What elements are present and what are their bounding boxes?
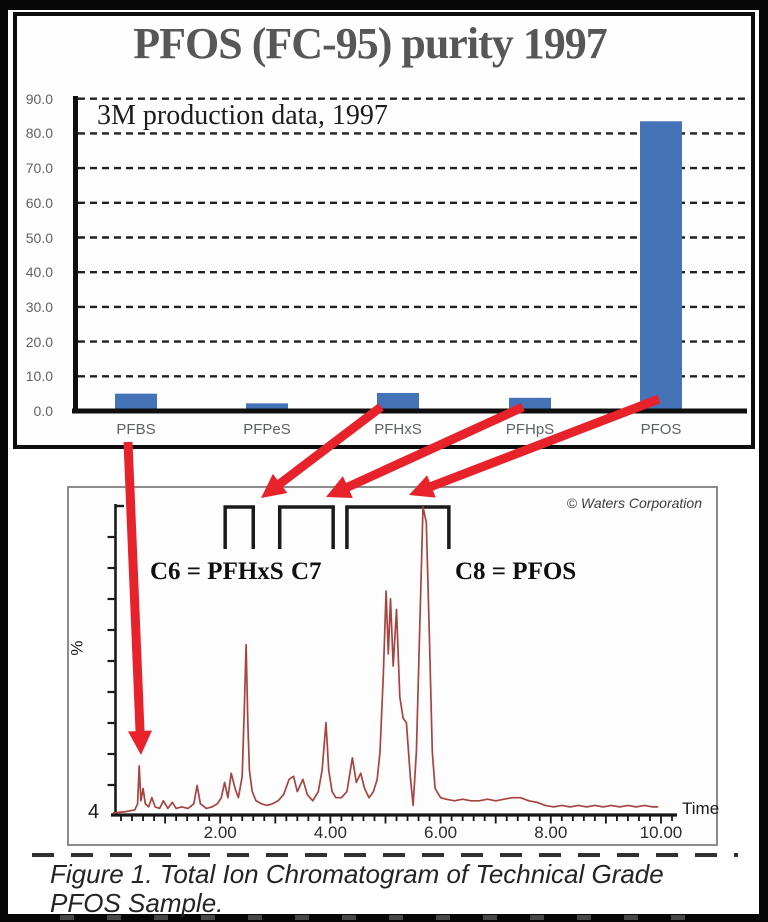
chromatogram-y-origin-label: 4: [88, 801, 100, 823]
category-label: PFHxS: [374, 421, 422, 438]
y-tick-label: 90.0: [25, 90, 53, 107]
y-tick-label: 40.0: [25, 264, 53, 281]
bracket-label-c8-pfos: C8 = PFOS: [455, 558, 577, 585]
bar-chart-panel: [13, 12, 755, 449]
category-label: PFOS: [640, 421, 682, 438]
y-tick-label: 80.0: [25, 125, 53, 142]
frame-edge-right: [759, 0, 768, 922]
bracket-label-c7: C7: [291, 558, 322, 585]
chromatogram-x-axis-label: Time: [682, 799, 720, 818]
waters-copyright: © Waters Corporation: [566, 495, 702, 511]
frame-edge-left: [0, 0, 8, 922]
bracket-label-c6-pfhxs: C6 = PFHxS: [150, 558, 284, 585]
category-label: PFPeS: [243, 421, 291, 438]
scan-artifact-dashes: [32, 853, 738, 857]
figure-caption: Figure 1. Total Ion Chromatogram of Tech…: [50, 859, 664, 918]
x-tick-label: 10.00: [639, 823, 683, 842]
bar-chart-title: PFOS (FC-95) purity 1997: [133, 19, 607, 68]
y-tick-label: 60.0: [25, 194, 53, 211]
y-tick-label: 50.0: [25, 229, 53, 246]
x-tick-label: 6.00: [424, 823, 458, 842]
y-tick-label: 0.0: [33, 403, 53, 419]
y-tick-label: 30.0: [25, 298, 53, 315]
y-tick-label: 10.0: [25, 368, 53, 385]
x-tick-label: 8.00: [534, 823, 568, 842]
category-label: PFHpS: [505, 421, 555, 438]
scan-artifact-bottom-marks: [60, 915, 710, 920]
y-tick-label: 70.0: [25, 160, 53, 177]
category-label: PFBS: [116, 421, 156, 438]
frame-edge-bottom: [0, 914, 768, 922]
chromatogram-y-axis-label: %: [67, 640, 87, 656]
bar-chart-annotation: 3M production data, 1997: [97, 100, 388, 131]
frame-edge-top: [0, 0, 768, 10]
chromatogram-panel: [67, 486, 718, 846]
y-tick-label: 20.0: [25, 333, 53, 350]
x-tick-label: 2.00: [203, 823, 237, 842]
x-tick-label: 4.00: [313, 823, 347, 842]
